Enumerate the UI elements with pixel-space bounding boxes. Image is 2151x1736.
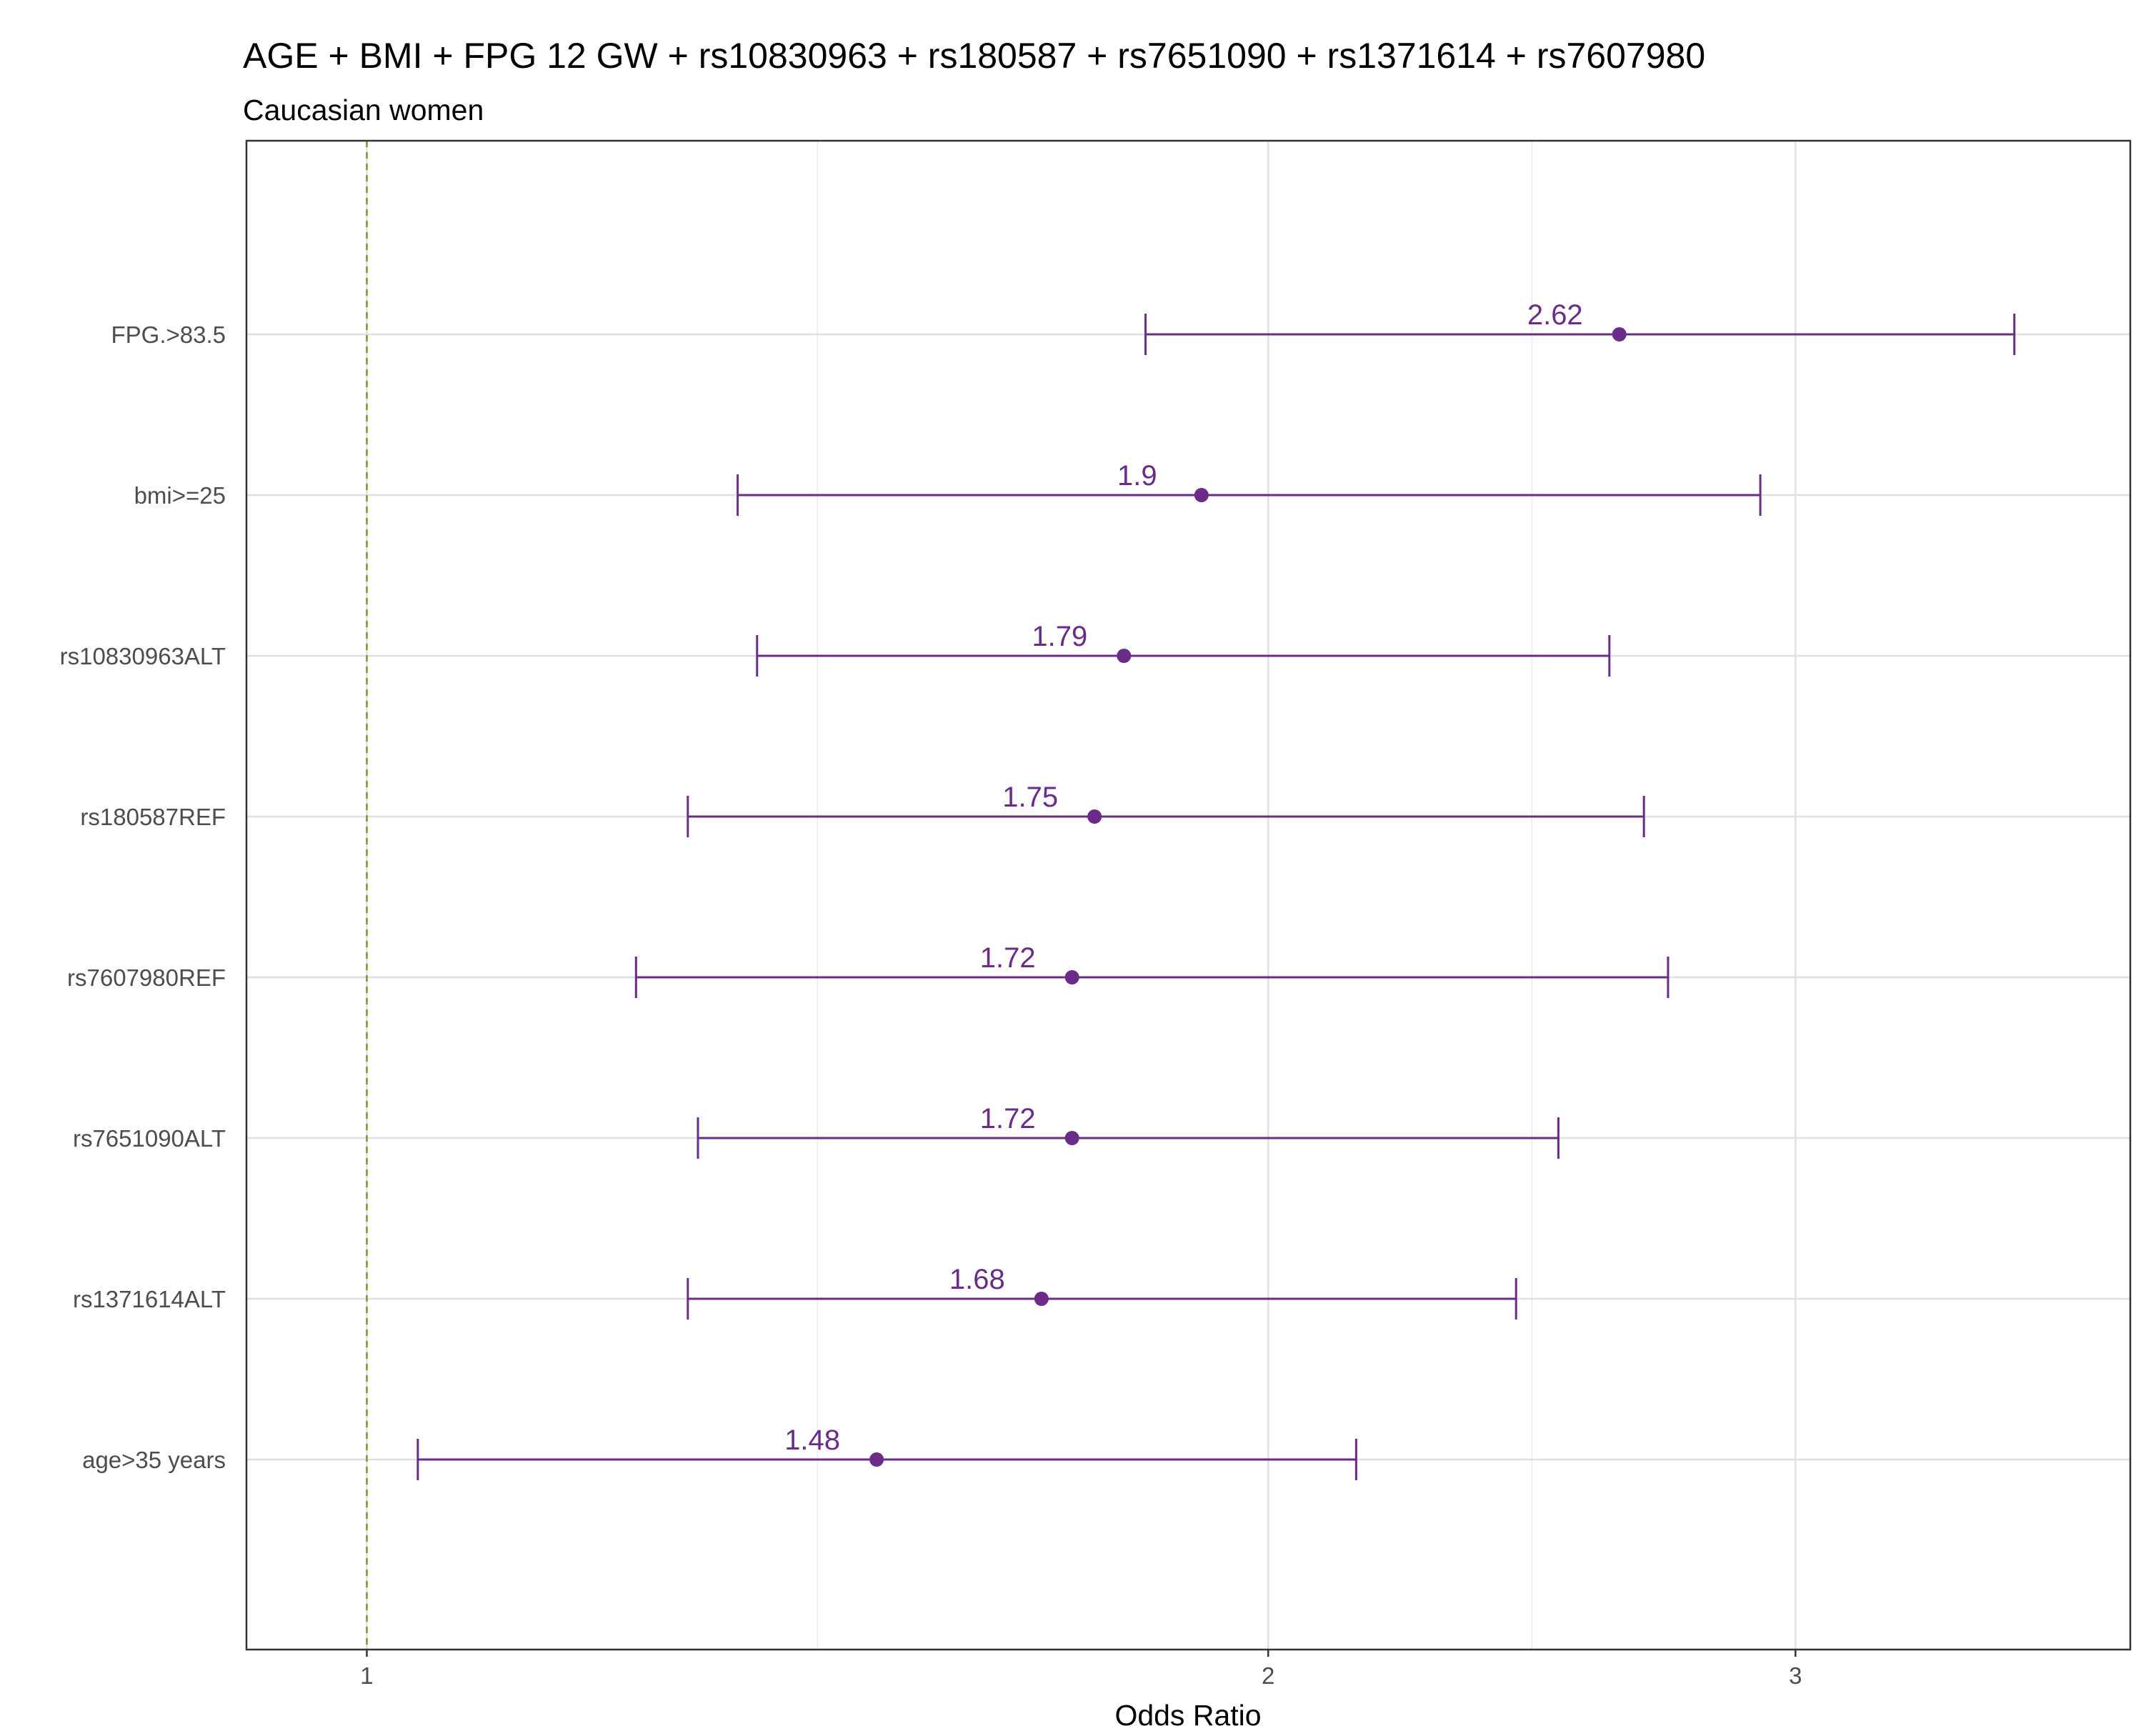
odds-ratio-point bbox=[1064, 1131, 1079, 1145]
y-tick-label: rs180587REF bbox=[80, 804, 226, 830]
estimate-row: 1.75 bbox=[687, 782, 1645, 837]
chart-subtitle: Caucasian women bbox=[243, 94, 484, 126]
odds-ratio-label: 1.68 bbox=[949, 1264, 1005, 1295]
y-tick-label: rs7651090ALT bbox=[73, 1125, 226, 1152]
y-tick-label: age>35 years bbox=[82, 1447, 226, 1473]
odds-ratio-point bbox=[1194, 488, 1209, 502]
y-axis-labels: FPG.>83.5 bmi>=25 rs10830963ALT rs180587REF… bbox=[60, 321, 226, 1473]
estimate-row: 1.9 bbox=[737, 460, 1762, 516]
x-tick-label: 1 bbox=[360, 1662, 373, 1689]
odds-ratio-point bbox=[869, 1452, 884, 1467]
odds-ratio-point bbox=[1034, 1292, 1049, 1306]
odds-ratio-point bbox=[1087, 809, 1102, 824]
chart-title: AGE + BMI + FPG 12 GW + rs10830963 + rs1… bbox=[243, 36, 1705, 76]
odds-ratio-label: 1.72 bbox=[980, 1103, 1036, 1134]
y-tick-label: rs1371614ALT bbox=[73, 1286, 226, 1312]
estimate-row: 2.62 bbox=[1144, 299, 2016, 355]
y-tick-label: rs7607980REF bbox=[67, 964, 226, 991]
odds-ratio-label: 1.75 bbox=[1002, 782, 1058, 813]
panel-border bbox=[245, 139, 2132, 1651]
odds-ratio-label: 1.79 bbox=[1032, 621, 1087, 652]
estimate-row: 1.68 bbox=[687, 1264, 1517, 1320]
odds-ratio-label: 2.62 bbox=[1527, 299, 1583, 331]
y-tick-label: bmi>=25 bbox=[134, 482, 226, 509]
y-tick-label: rs10830963ALT bbox=[60, 643, 226, 669]
x-tick-label: 2 bbox=[1262, 1662, 1274, 1689]
x-axis-label: Odds Ratio bbox=[1114, 1699, 1261, 1732]
odds-ratio-label: 1.72 bbox=[980, 942, 1036, 974]
x-tick-label: 3 bbox=[1789, 1662, 1802, 1689]
grid-lines bbox=[246, 141, 2130, 1650]
estimate-row: 1.48 bbox=[416, 1425, 1357, 1480]
odds-ratio-point bbox=[1612, 327, 1627, 341]
estimate-rows: 2.62 1.9 1.79 1.75 1.72 1.72 1.68 1.48 bbox=[416, 299, 2016, 1480]
estimate-row: 1.72 bbox=[634, 942, 1670, 998]
odds-ratio-point bbox=[1064, 970, 1079, 984]
x-axis-ticks: 1 2 3 bbox=[360, 1650, 1802, 1689]
estimate-row: 1.72 bbox=[697, 1103, 1559, 1159]
odds-ratio-point bbox=[1117, 649, 1132, 663]
odds-ratio-label: 1.9 bbox=[1117, 460, 1157, 492]
estimate-row: 1.79 bbox=[756, 621, 1611, 677]
odds-ratio-label: 1.48 bbox=[784, 1425, 840, 1456]
y-tick-label: FPG.>83.5 bbox=[111, 321, 226, 348]
